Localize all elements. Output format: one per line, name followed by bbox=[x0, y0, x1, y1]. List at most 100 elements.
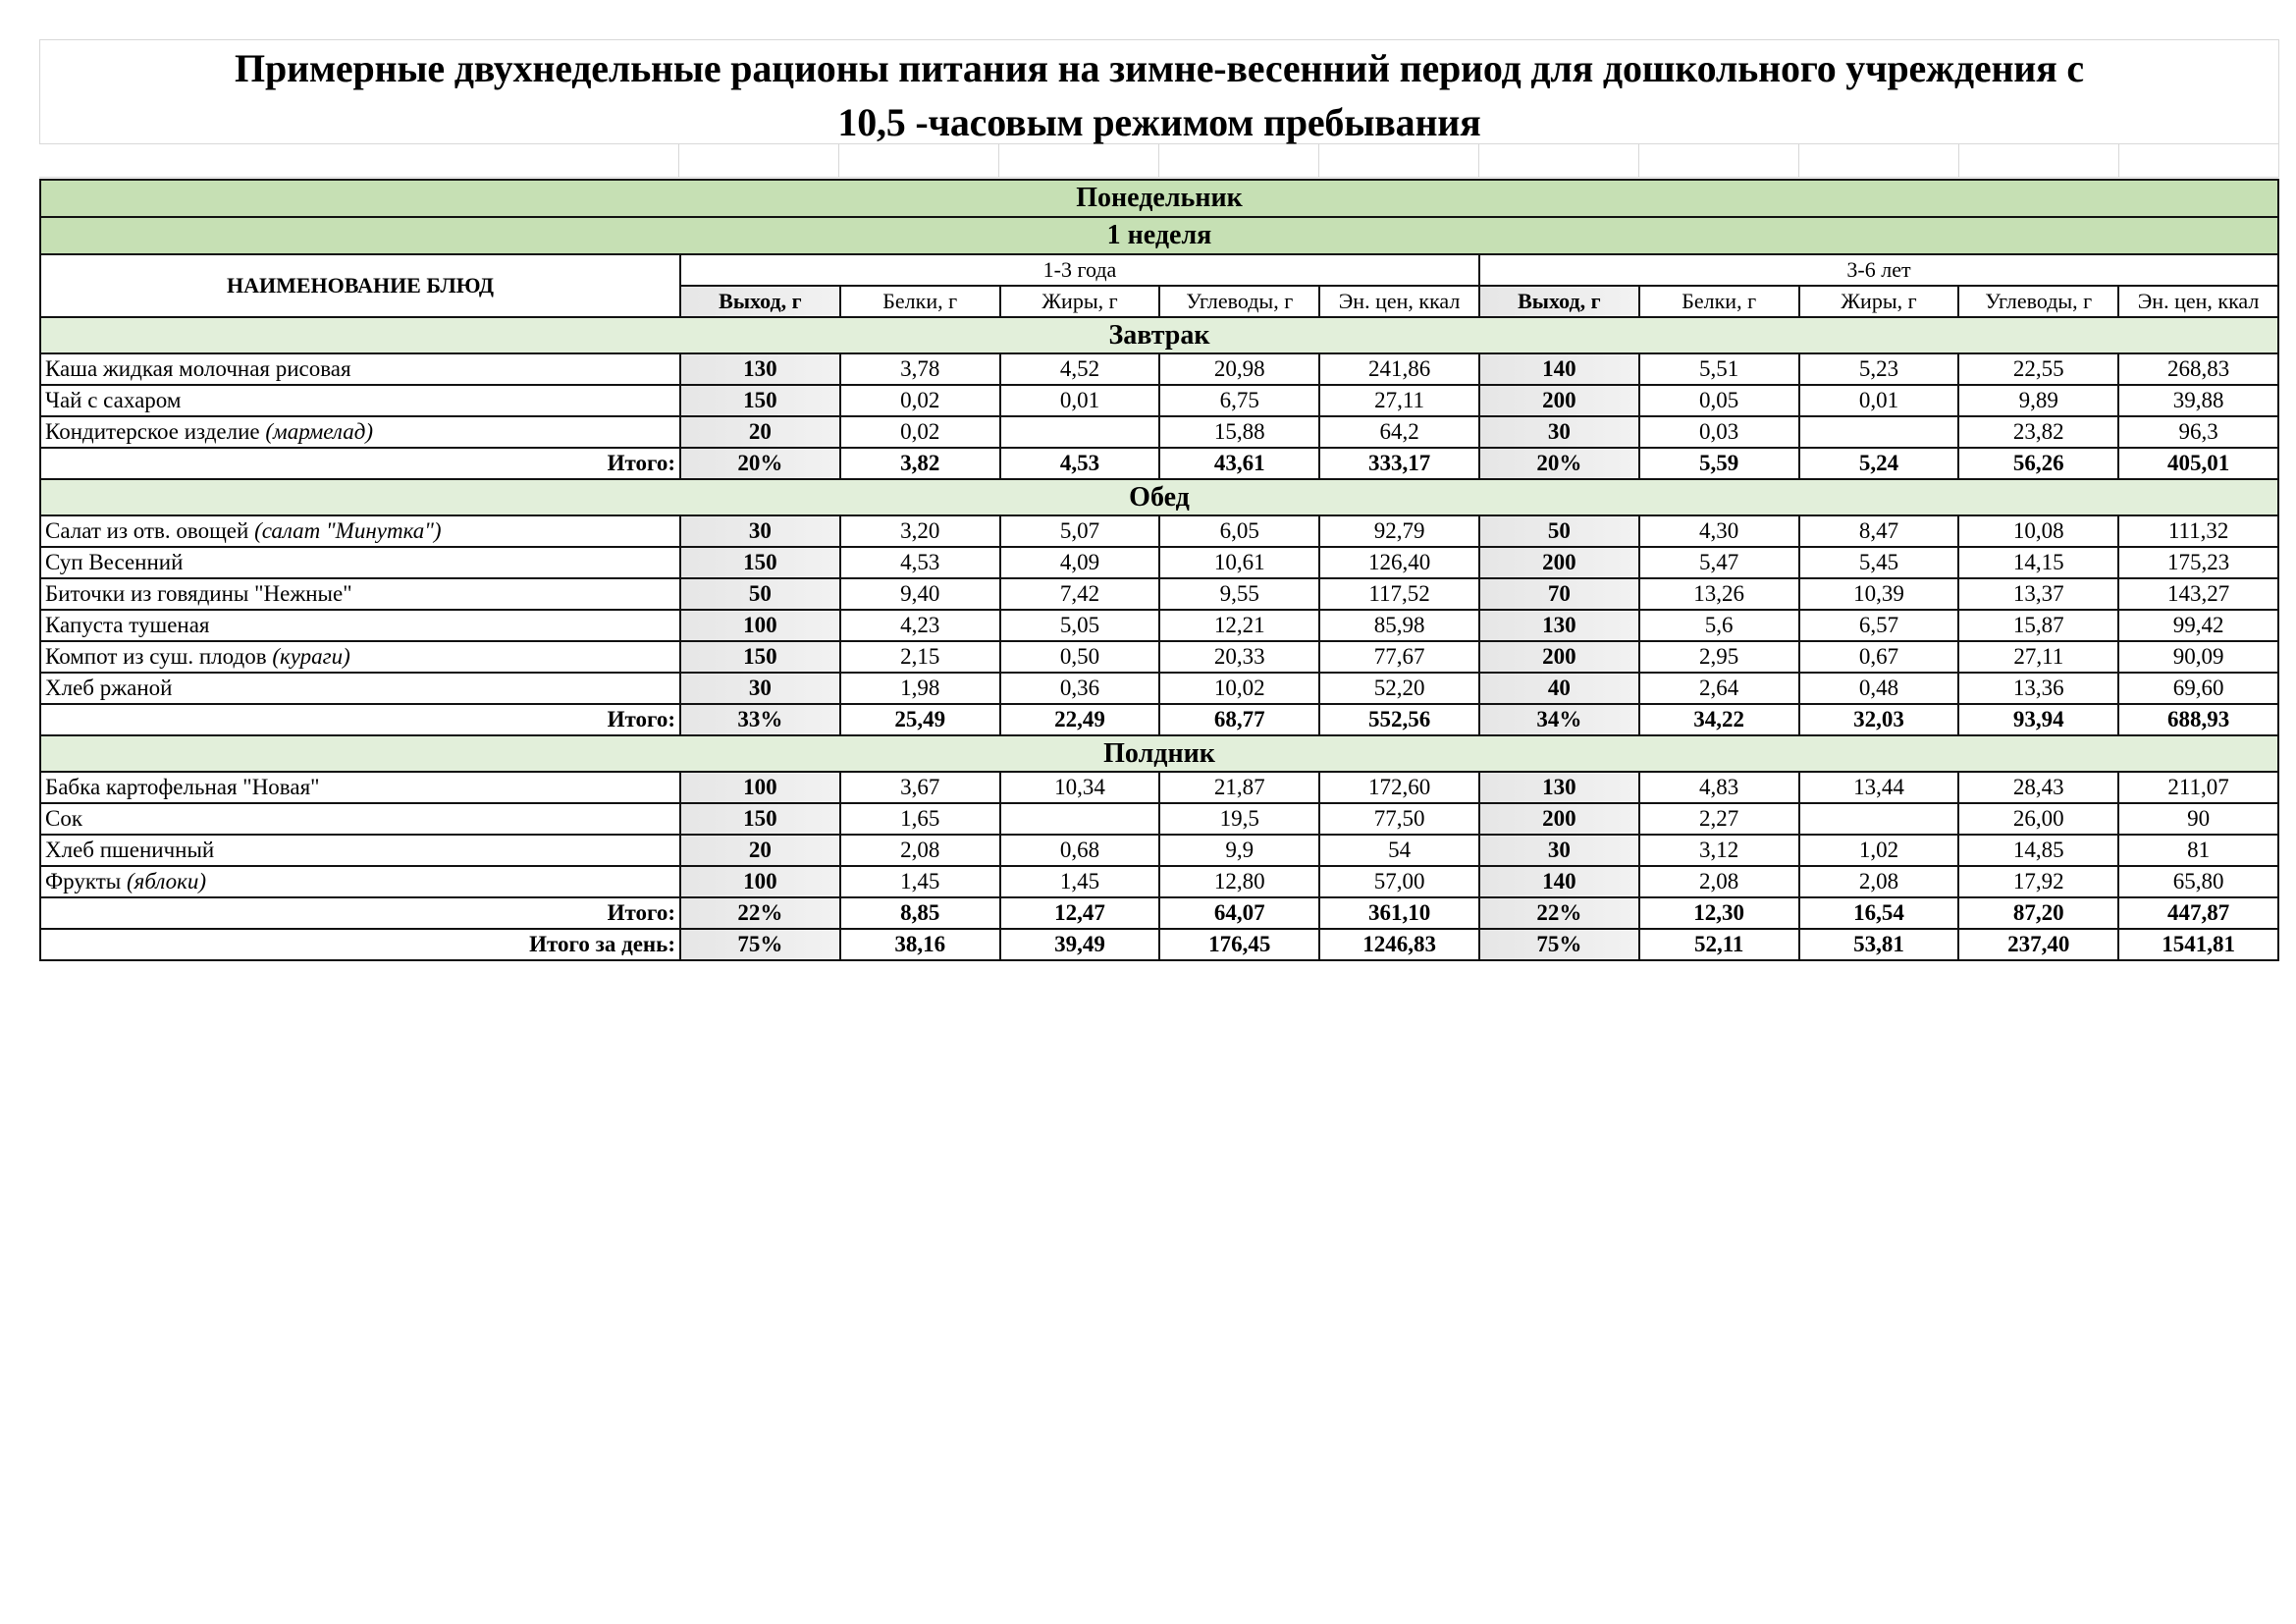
cell-carbs: 64,07 bbox=[1158, 896, 1321, 930]
dish-note: (салат "Минутка") bbox=[254, 518, 442, 543]
cell-carbs: 28,43 bbox=[1957, 771, 2120, 804]
cell-protein: 0,02 bbox=[838, 384, 1001, 417]
dish-name-text: Бабка картофельная "Новая" bbox=[45, 775, 320, 799]
cell-energy: 39,88 bbox=[2117, 384, 2279, 417]
cell-protein: 8,85 bbox=[838, 896, 1001, 930]
cell-carbs: 93,94 bbox=[1957, 703, 2120, 736]
cell-carbs: 9,89 bbox=[1957, 384, 2120, 417]
dish-name-text: Сок bbox=[45, 806, 83, 831]
cell-fat: 0,01 bbox=[998, 384, 1161, 417]
cell-energy: 241,86 bbox=[1318, 352, 1480, 386]
cell-protein: 5,51 bbox=[1637, 352, 1800, 386]
cell-protein: 9,40 bbox=[838, 577, 1001, 611]
cell-energy: 99,42 bbox=[2117, 609, 2279, 642]
cell-carbs: 13,36 bbox=[1957, 672, 2120, 705]
cell-carbs: 14,15 bbox=[1957, 546, 2120, 579]
table-row: Хлеб ржаной 30 1,98 0,36 10,02 52,20 40 2,64 0,4… bbox=[39, 672, 2279, 705]
dish-name: Каша жидкая молочная рисовая bbox=[39, 352, 681, 386]
cell-carbs: 237,40 bbox=[1957, 928, 2120, 961]
table-row: Суп Весенний 150 4,53 4,09 10,61 126,40 200 5,4… bbox=[39, 546, 2279, 579]
table-row: Чай с сахаром 150 0,02 0,01 6,75 27,11 200 0,05… bbox=[39, 384, 2279, 417]
cell-output: 150 bbox=[679, 640, 841, 674]
dish-name: Суп Весенний bbox=[39, 546, 681, 579]
section-title: Завтрак bbox=[39, 316, 2279, 354]
cell-output: 22% bbox=[679, 896, 841, 930]
cell-energy: 175,23 bbox=[2117, 546, 2279, 579]
subtotal-label: Итого: bbox=[39, 896, 681, 930]
cell-carbs: 15,87 bbox=[1957, 609, 2120, 642]
cell-output: 30 bbox=[679, 672, 841, 705]
cell-protein: 2,64 bbox=[1637, 672, 1800, 705]
cell-protein: 3,67 bbox=[838, 771, 1001, 804]
cell-fat: 0,48 bbox=[1797, 672, 1960, 705]
cell-output: 40 bbox=[1477, 672, 1640, 705]
cell-output: 200 bbox=[1477, 546, 1640, 579]
cell-fat bbox=[1797, 802, 1960, 836]
cell-fat: 5,07 bbox=[998, 514, 1161, 548]
cell-carbs: 12,80 bbox=[1158, 865, 1321, 898]
group-header-row: НАИМЕНОВАНИЕ БЛЮД 1-3 года 3-6 лет bbox=[39, 253, 2280, 318]
cell-fat bbox=[998, 802, 1161, 836]
cell-carbs: 9,55 bbox=[1158, 577, 1321, 611]
dish-name-text: Хлеб ржаной bbox=[45, 676, 173, 700]
section-title: Полдник bbox=[39, 734, 2279, 773]
group-header-1-3: 1-3 года bbox=[679, 253, 1480, 287]
cell-fat: 2,08 bbox=[1797, 865, 1960, 898]
subtotal-row: Итого: 33% 25,49 22,49 68,77 552,56 34% 34,22 32… bbox=[39, 703, 2279, 736]
cell-energy: 143,27 bbox=[2117, 577, 2279, 611]
group-header-3-6: 3-6 лет bbox=[1477, 253, 2280, 287]
cell-carbs: 10,08 bbox=[1957, 514, 2120, 548]
cell-fat: 39,49 bbox=[998, 928, 1161, 961]
cell-fat: 4,09 bbox=[998, 546, 1161, 579]
cell-output: 75% bbox=[1477, 928, 1640, 961]
subtotal-label: Итого: bbox=[39, 447, 681, 480]
column-header-carbs: Углеводы, г bbox=[1158, 285, 1321, 318]
cell-fat bbox=[998, 415, 1161, 449]
cell-energy: 52,20 bbox=[1318, 672, 1480, 705]
cell-energy: 552,56 bbox=[1318, 703, 1480, 736]
cell-output: 20 bbox=[679, 415, 841, 449]
table-row: Биточки из говядины "Нежные" 50 9,40 7,42 9,… bbox=[39, 577, 2279, 611]
cell-output: 75% bbox=[679, 928, 841, 961]
column-header-carbs: Углеводы, г bbox=[1957, 285, 2120, 318]
table-row: Салат из отв. овощей (салат "Минутка") 30… bbox=[39, 514, 2279, 548]
cell-output: 20 bbox=[679, 834, 841, 867]
cell-energy: 126,40 bbox=[1318, 546, 1480, 579]
subtotal-row: Итого: 20% 3,82 4,53 43,61 333,17 20% 5,59 5,24 5… bbox=[39, 447, 2279, 480]
cell-output: 200 bbox=[1477, 384, 1640, 417]
dish-name: Биточки из говядины "Нежные" bbox=[39, 577, 681, 611]
cell-carbs: 17,92 bbox=[1957, 865, 2120, 898]
title-block: Примерные двухнедельные рационы питания … bbox=[39, 39, 2279, 144]
cell-energy: 211,07 bbox=[2117, 771, 2279, 804]
cell-output: 130 bbox=[679, 352, 841, 386]
cell-output: 22% bbox=[1477, 896, 1640, 930]
cell-fat: 4,52 bbox=[998, 352, 1161, 386]
cell-protein: 3,12 bbox=[1637, 834, 1800, 867]
day-row: Понедельник bbox=[39, 179, 2279, 218]
week-row: 1 неделя bbox=[39, 216, 2279, 255]
cell-protein: 34,22 bbox=[1637, 703, 1800, 736]
cell-carbs: 13,37 bbox=[1957, 577, 2120, 611]
cell-output: 100 bbox=[679, 865, 841, 898]
cell-fat: 0,50 bbox=[998, 640, 1161, 674]
dish-name-text: Чай с сахаром bbox=[45, 388, 182, 412]
cell-energy: 54 bbox=[1318, 834, 1480, 867]
dish-name: Капуста тушеная bbox=[39, 609, 681, 642]
cell-fat: 0,36 bbox=[998, 672, 1161, 705]
cell-fat bbox=[1797, 415, 1960, 449]
cell-fat: 5,23 bbox=[1797, 352, 1960, 386]
dish-name: Сок bbox=[39, 802, 681, 836]
dish-name-text: Компот из суш. плодов bbox=[45, 644, 273, 669]
cell-fat: 53,81 bbox=[1797, 928, 1960, 961]
cell-protein: 38,16 bbox=[838, 928, 1001, 961]
cell-output: 30 bbox=[679, 514, 841, 548]
cell-carbs: 14,85 bbox=[1957, 834, 2120, 867]
dish-note: (мармелад) bbox=[265, 419, 373, 444]
cell-energy: 85,98 bbox=[1318, 609, 1480, 642]
cell-protein: 2,95 bbox=[1637, 640, 1800, 674]
cell-energy: 268,83 bbox=[2117, 352, 2279, 386]
dish-name-text: Фрукты bbox=[45, 869, 127, 893]
cell-energy: 77,50 bbox=[1318, 802, 1480, 836]
cell-energy: 688,93 bbox=[2117, 703, 2279, 736]
column-header-protein: Белки, г bbox=[838, 285, 1001, 318]
